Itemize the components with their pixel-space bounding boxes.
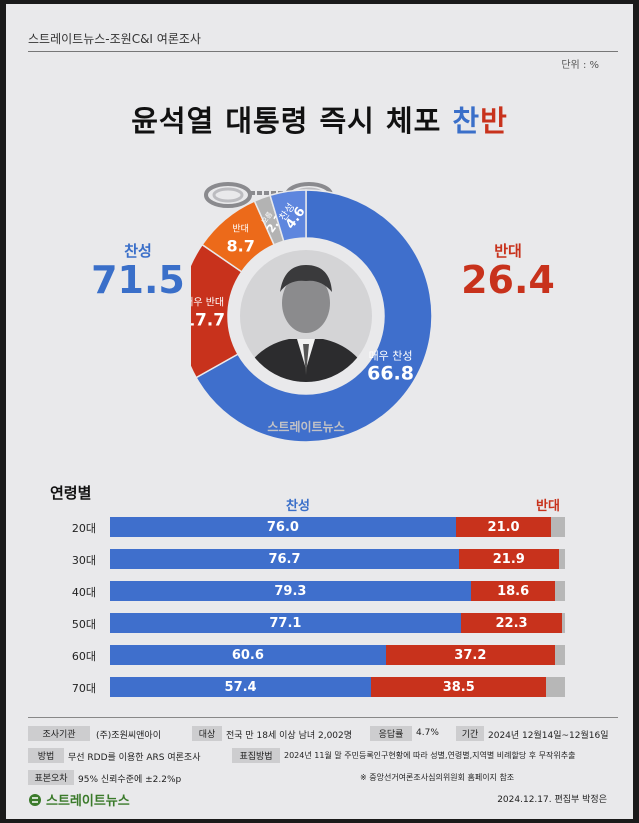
bar-for: 76.7 [110,549,459,569]
donut-slice [269,189,307,243]
watermark: 스트레이트뉴스 [267,419,344,434]
agency-tag: 조사기관 [28,726,90,741]
age-row-label: 30대 [71,554,96,567]
age-bar-row: 79.3 18.6 [110,581,565,601]
legend-for: 찬성 [286,499,310,514]
publish-date: 2024.12.17. 편집부 박정은 [497,795,607,805]
donut-slice-name: 매우 찬성 [369,349,413,363]
bar-against: 21.0 [455,517,552,537]
age-bar-row: 60.6 37.2 [110,645,565,665]
donut-slice-name: 반대 [232,224,249,235]
brand-logo: 스트레이트뉴스 [28,790,130,809]
bar-for: 76.0 [110,517,456,537]
age-bar-row: 77.1 22.3 [110,613,565,633]
age-row-label: 60대 [71,650,96,663]
sampling-value: 2024년 11월 말 주민등록인구현황에 따라 성별,연령별,지역별 비례할당… [284,751,576,760]
error-value: 95% 신뢰수준에 ±2.2%p [78,775,182,785]
agency-value: (주)조원씨앤아이 [96,731,161,741]
poll-card: 스트레이트뉴스-조원C&I 여론조사 단위 : % 윤석열 대통령 즉시 체포 … [6,4,633,819]
divider [28,717,618,718]
target-value: 전국 만 18세 이상 남녀 2,002명 [226,731,353,741]
for-total: 71.5 [91,258,185,302]
age-row-label: 40대 [71,586,96,599]
bar-against: 22.3 [460,613,563,633]
age-bar-row: 76.0 21.0 [110,517,565,537]
period-value: 2024년 12월14일~12월16일 [488,731,609,741]
bar-for: 60.6 [110,645,386,665]
method-tag: 방법 [28,748,64,763]
bar-against: 38.5 [371,677,547,697]
donut-slice-name: 매우 반대 [191,296,224,308]
age-bar-row: 76.7 21.9 [110,549,565,569]
for-label: 찬성 [124,242,152,260]
bar-against: 18.6 [470,581,556,601]
title-for: 찬 [452,104,481,138]
period-tag: 기간 [456,726,484,741]
donut-slice-value: 8.7 [227,237,255,256]
response-value: 4.7% [416,728,439,738]
brand-mark-icon [29,793,41,806]
bar-against: 37.2 [385,645,555,665]
error-tag: 표본오차 [28,770,74,785]
donut-slice-value: 17.7 [191,310,225,330]
donut-slice [195,189,433,443]
bar-for: 77.1 [110,613,461,633]
against-label: 반대 [494,242,522,260]
age-section-title: 연령별 [50,484,92,502]
divider [28,51,618,52]
age-row-label: 70대 [71,682,96,695]
donut-slice-value: 66.8 [367,363,414,385]
against-total: 26.4 [461,258,555,302]
age-row-label: 20대 [71,522,96,535]
target-tag: 대상 [192,726,222,741]
method-value: 무선 RDD를 이용한 ARS 여론조사 [68,753,201,763]
source-text: 스트레이트뉴스-조원C&I 여론조사 [28,32,201,46]
age-bar-row: 57.4 38.5 [110,677,565,697]
age-row-label: 50대 [71,618,96,631]
legend-against: 반대 [536,499,560,514]
footnote: ※ 중앙선거여론조사심의위원회 홈페이지 참조 [360,773,515,782]
title-main: 윤석열 대통령 즉시 체포 [131,104,453,138]
brand-name: 스트레이트뉴스 [46,794,130,809]
page-title: 윤석열 대통령 즉시 체포 찬반 [6,98,633,140]
bar-for: 57.4 [110,677,372,697]
portrait-silhouette [240,250,372,382]
title-against: 반 [480,104,508,138]
sampling-tag: 표집방법 [232,748,280,763]
response-tag: 응답률 [370,726,412,741]
bar-against: 21.9 [458,549,559,569]
unit-label: 단위 : % [561,60,599,71]
bar-for: 79.3 [110,581,471,601]
